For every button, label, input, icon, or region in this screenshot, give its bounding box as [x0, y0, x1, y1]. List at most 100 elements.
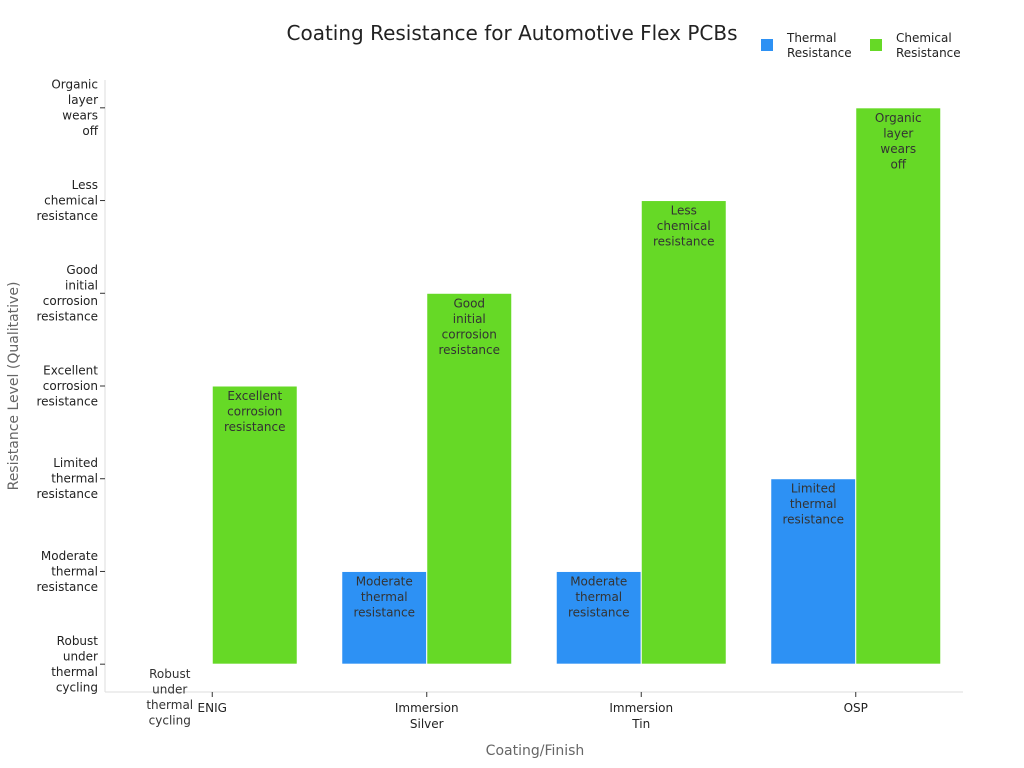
label-line: initial [65, 279, 98, 293]
data-label: Good initial corrosion resistance [438, 296, 500, 357]
legend-swatch [761, 39, 773, 51]
label-line: Excellent [227, 389, 282, 403]
y-tick-label: Good initial corrosion resistance [36, 263, 98, 324]
label-line: resistance [438, 343, 500, 357]
label-line: thermal [146, 698, 193, 712]
label-line: Less [671, 204, 697, 218]
x-tick-label: ENIG [198, 701, 227, 715]
data-label: Less chemical resistance [653, 204, 715, 249]
label-line: layer [68, 93, 98, 107]
label-line: Moderate [41, 549, 98, 563]
label-line: Less [72, 178, 98, 192]
bar-chemical [426, 292, 513, 665]
label-line: Resistance [787, 46, 852, 60]
label-line: Immersion [395, 701, 459, 715]
label-line: Chemical [896, 31, 952, 45]
label-line: Good [453, 296, 485, 310]
label-line: thermal [575, 590, 622, 604]
label-line: off [890, 157, 906, 171]
bars [211, 107, 942, 665]
x-tick-label: Immersion Tin [609, 701, 673, 731]
label-line: resistance [653, 235, 715, 249]
label-line: under [63, 649, 98, 663]
label-line: chemical [657, 219, 711, 233]
data-label: Moderate thermal resistance [568, 574, 630, 619]
label-line: Tin [631, 717, 650, 731]
data-label: Excellent corrosion resistance [224, 389, 286, 434]
label-line: chemical [44, 194, 98, 208]
label-line: Robust [57, 634, 99, 648]
data-label: Moderate thermal resistance [353, 574, 415, 619]
bar-thermal [770, 478, 857, 665]
label-line: corrosion [442, 327, 497, 341]
bar-chemical [640, 200, 727, 665]
label-line: Good [66, 263, 98, 277]
data-label: Limited thermal resistance [782, 482, 844, 527]
label-line: thermal [51, 665, 98, 679]
label-line: Moderate [356, 574, 413, 588]
label-line: resistance [224, 420, 286, 434]
label-line: corrosion [43, 379, 98, 393]
label-line: thermal [51, 564, 98, 578]
label-line: resistance [36, 395, 98, 409]
chart-title: Coating Resistance for Automotive Flex P… [287, 21, 738, 45]
label-line: resistance [782, 513, 844, 527]
label-line: wears [880, 142, 916, 156]
y-tick-label: Excellent corrosion resistance [36, 364, 98, 409]
label-line: off [82, 124, 98, 138]
y-axis-title: Resistance Level (Qualitative) [6, 282, 22, 491]
label-line: Organic [51, 78, 98, 92]
y-tick-label: Less chemical resistance [36, 178, 98, 223]
label-line: corrosion [227, 405, 282, 419]
label-line: Resistance [896, 46, 961, 60]
y-tick-label: Moderate thermal resistance [36, 549, 98, 594]
label-line: Limited [53, 456, 98, 470]
y-tick-label: Robust under thermal cycling [51, 634, 98, 695]
x-tick-label: Immersion Silver [395, 701, 459, 731]
label-line: OSP [844, 701, 868, 715]
label-line: layer [883, 126, 913, 140]
y-tick-label: Organic layer wears off [51, 78, 98, 138]
label-line: cycling [149, 714, 191, 728]
label-line: cycling [56, 680, 98, 694]
label-line: resistance [36, 310, 98, 324]
label-line: Silver [410, 717, 444, 731]
label-line: Organic [875, 111, 922, 125]
legend-label: Thermal Resistance [786, 31, 852, 60]
label-line: corrosion [43, 294, 98, 308]
label-line: thermal [790, 497, 837, 511]
label-line: resistance [353, 605, 415, 619]
label-line: Excellent [43, 364, 98, 378]
x-axis-title: Coating/Finish [486, 743, 585, 759]
label-line: Moderate [570, 574, 627, 588]
label-line: Immersion [609, 701, 673, 715]
y-tick-label: Limited thermal resistance [36, 456, 98, 501]
label-line: resistance [36, 580, 98, 594]
bar-thermal [341, 570, 428, 665]
bar-chemical [855, 107, 942, 665]
bar-chemical [211, 385, 298, 665]
label-line: resistance [36, 209, 98, 223]
data-label: Organic layer wears off [875, 111, 922, 171]
label-line: initial [453, 312, 486, 326]
legend-swatch [870, 39, 882, 51]
label-line: resistance [568, 605, 630, 619]
x-tick-label: OSP [844, 701, 868, 715]
label-line: Limited [791, 482, 836, 496]
x-ticks: ENIG Immersion Silver Immersion Tin OSP [198, 692, 868, 731]
label-line: Thermal [786, 31, 836, 45]
label-line: ENIG [198, 701, 227, 715]
label-line: wears [62, 109, 98, 123]
label-line: under [152, 683, 187, 697]
label-line: resistance [36, 487, 98, 501]
label-line: thermal [51, 472, 98, 486]
legend-label: Chemical Resistance [896, 31, 961, 60]
label-line: thermal [361, 590, 408, 604]
data-label: Robust under thermal cycling [146, 667, 193, 728]
label-line: Robust [149, 667, 191, 681]
bar-thermal [555, 570, 642, 665]
